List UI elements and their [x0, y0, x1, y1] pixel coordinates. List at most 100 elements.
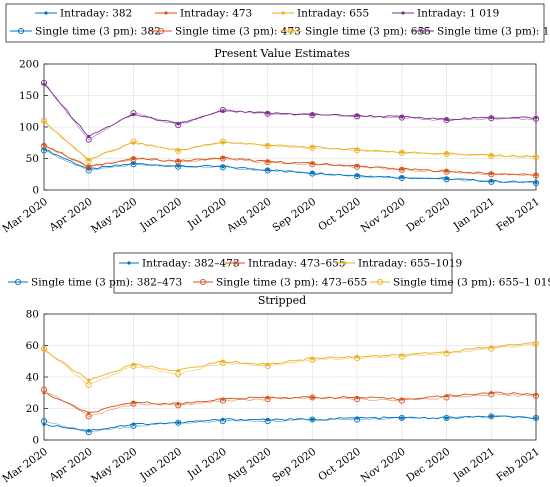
- chart-present-value-estimates: Intraday: 382 Intraday: 473 Intraday: 655 I…: [0, 3, 550, 236]
- data-point: [355, 114, 359, 118]
- data-point: [354, 173, 361, 180]
- data-point: [398, 414, 405, 422]
- data-point: [130, 362, 137, 370]
- data-point: [266, 143, 270, 147]
- data-point: [176, 164, 180, 168]
- legend-swatch-marker: [17, 27, 25, 35]
- series-line: [43, 343, 537, 385]
- series-line: [43, 82, 537, 141]
- data-point: [532, 340, 540, 347]
- data-point: [40, 418, 48, 425]
- x-tick-label: Dec 2020: [404, 446, 452, 485]
- x-tick-label: Apr 2020: [47, 446, 95, 485]
- legend: Intraday: 382–473 Intraday: 473–655 Intrad…: [8, 252, 550, 294]
- data-point: [309, 170, 316, 177]
- data-point: [87, 378, 91, 382]
- data-point: [130, 400, 137, 407]
- data-point: [264, 110, 271, 117]
- series-line: [43, 145, 537, 177]
- series-single-time-3-pm-473-655: [40, 386, 540, 420]
- series-intraday-382-473: [42, 414, 538, 433]
- data-point: [489, 179, 493, 183]
- x-tick-label: Dec 2020: [404, 196, 452, 235]
- data-point: [87, 165, 91, 169]
- data-point: [355, 164, 359, 168]
- y-tick-label: 40: [26, 372, 39, 384]
- data-point: [488, 413, 495, 420]
- x-tick-label: Sep 2020: [270, 196, 318, 235]
- data-point: [488, 115, 495, 122]
- data-point: [40, 345, 48, 352]
- data-point: [398, 353, 405, 360]
- legend-swatch-marker: [164, 11, 168, 15]
- data-point: [85, 429, 92, 436]
- data-point: [532, 172, 540, 179]
- legend-entry: Single time (3 pm): 473–655: [216, 277, 367, 289]
- data-point: [221, 140, 225, 144]
- y-tick-label: 0: [32, 435, 39, 447]
- x-tick-label: Aug 2020: [224, 446, 274, 486]
- legend-entry: Intraday: 473–655: [248, 258, 346, 270]
- legend-entry: Single time (3 pm): 382: [35, 26, 161, 38]
- data-point: [398, 114, 405, 121]
- y-tick-label: 100: [19, 122, 39, 134]
- legend-entry: Single time (3 pm): 655: [305, 26, 431, 38]
- data-point: [85, 164, 92, 171]
- chart-title: Present Value Estimates: [214, 47, 350, 60]
- data-point: [443, 176, 450, 183]
- legend-swatch-marker: [401, 11, 405, 15]
- data-point: [219, 138, 226, 145]
- data-point: [219, 106, 226, 114]
- data-point: [219, 164, 226, 171]
- data-point: [40, 117, 48, 124]
- series-line: [43, 120, 537, 162]
- legend-entry: Intraday: 473: [180, 8, 252, 20]
- data-point: [532, 392, 540, 399]
- data-point: [534, 180, 538, 185]
- data-point: [219, 397, 226, 404]
- data-point: [532, 180, 540, 187]
- series-line: [43, 415, 537, 432]
- legend-swatch-marker: [419, 27, 427, 35]
- data-point: [532, 414, 540, 422]
- data-point: [534, 155, 538, 159]
- legend-entry: Intraday: 382: [60, 8, 132, 20]
- series-single-time-3-pm-382: [40, 147, 540, 187]
- data-point: [488, 345, 495, 352]
- data-point: [534, 173, 538, 177]
- data-point: [443, 414, 450, 422]
- x-tick-label: Oct 2020: [316, 196, 363, 234]
- x-tick-label: Aug 2020: [224, 196, 274, 236]
- data-point: [130, 156, 137, 163]
- data-point: [40, 79, 48, 86]
- data-point: [309, 394, 316, 401]
- data-point: [264, 395, 271, 403]
- x-tick-label: Sep 2020: [270, 446, 318, 485]
- data-point: [443, 151, 450, 158]
- data-point: [175, 370, 182, 377]
- data-point: [489, 115, 493, 120]
- data-point: [221, 165, 225, 169]
- y-tick-label: 80: [26, 309, 39, 321]
- data-point: [354, 113, 361, 120]
- legend-swatch-marker: [287, 27, 295, 35]
- series-intraday-1-019: [42, 82, 538, 139]
- x-tick-label: Jun 2020: [137, 446, 184, 484]
- data-point: [175, 122, 182, 129]
- data-point: [40, 147, 48, 154]
- data-point: [219, 418, 226, 425]
- series-line: [43, 120, 536, 160]
- data-point: [444, 169, 449, 173]
- data-point: [175, 402, 182, 409]
- data-point: [266, 160, 270, 164]
- legend-entry: Single time (3 pm): 382–473: [31, 277, 182, 289]
- x-tick-label: Jan 2021: [451, 196, 497, 234]
- x-tick-label: May 2020: [89, 196, 139, 236]
- x-tick-label: Mar 2020: [0, 196, 50, 236]
- series-line: [43, 415, 537, 433]
- series-intraday-655-1019: [42, 340, 538, 382]
- data-point: [130, 110, 137, 117]
- data-point: [85, 381, 92, 388]
- legend-swatch-marker: [376, 278, 384, 286]
- data-point: [264, 167, 271, 174]
